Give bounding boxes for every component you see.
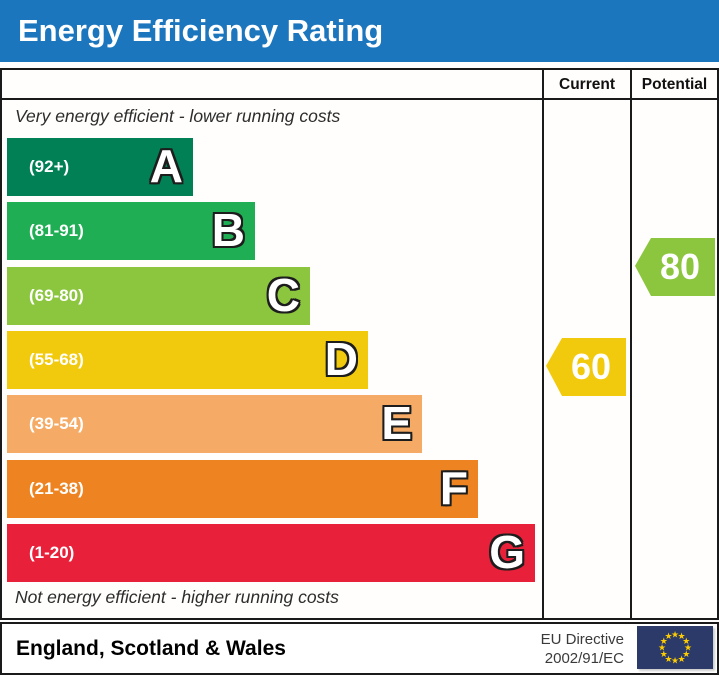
eu-flag-star-icon: ★ — [670, 629, 680, 639]
band-range-label: (39-54) — [29, 414, 84, 433]
rating-band-E: (39-54) E — [7, 395, 422, 453]
rating-band-C: (69-80) C — [7, 267, 310, 325]
band-range-label: (69-80) — [29, 286, 84, 305]
eu-flag-star-icon: ★ — [659, 648, 668, 659]
band-letter: B — [211, 204, 245, 257]
potential-column-header: Potential — [641, 76, 708, 93]
band-letter: D — [324, 333, 358, 386]
band-letter: G — [489, 526, 525, 579]
rating-band-D: (55-68) D — [7, 331, 368, 389]
rating-band-B: (81-91) B — [7, 202, 255, 260]
footer: England, Scotland & Wales EU Directive 2… — [0, 622, 719, 675]
band-range-label: (55-68) — [29, 350, 84, 369]
eu-flag-star-icon: ★ — [677, 630, 686, 641]
eu-flag-star-icon: ★ — [670, 655, 680, 665]
region-label: England, Scotland & Wales — [16, 636, 286, 660]
current-rating-marker: 60 — [546, 338, 626, 396]
band-letter: F — [439, 462, 468, 515]
eu-flag-star-icon: ★ — [659, 635, 668, 646]
eu-flag-icon: ★ ★ ★ ★ ★ ★ ★ ★ ★ ★ ★ ★ — [637, 626, 713, 669]
rating-band-G: (1-20) G — [7, 524, 535, 582]
band-range-label: (21-38) — [29, 479, 84, 498]
eu-flag-star-icon: ★ — [683, 642, 693, 652]
eu-flag-star-icon: ★ — [682, 648, 691, 659]
eu-flag-star-icon: ★ — [657, 642, 667, 652]
band-range-label: (1-20) — [29, 543, 75, 562]
eu-flag-star-icon: ★ — [664, 653, 673, 664]
band-range-label: (92+) — [29, 157, 70, 176]
eu-directive-label: EU Directive 2002/91/EC — [541, 630, 624, 668]
current-column-divider — [542, 70, 544, 618]
eu-directive-line2: 2002/91/EC — [544, 649, 624, 667]
eu-flag-star-icon: ★ — [664, 630, 673, 641]
header-divider — [2, 98, 717, 100]
energy-rating-chart: Current Potential Very energy efficient … — [0, 68, 719, 620]
rating-band-A: (92+) A — [7, 138, 193, 196]
top-note: Very energy efficient - lower running co… — [15, 106, 341, 126]
potential-column-divider — [630, 70, 632, 618]
current-column-header: Current — [559, 76, 615, 93]
band-letter: A — [149, 140, 183, 193]
title-bar: Energy Efficiency Rating — [0, 0, 719, 62]
band-range-label: (81-91) — [29, 221, 84, 240]
band-letter: E — [381, 397, 412, 450]
rating-band-F: (21-38) F — [7, 460, 478, 518]
potential-rating-marker: 80 — [635, 238, 715, 296]
bottom-note: Not energy efficient - higher running co… — [15, 587, 339, 607]
band-letter: C — [266, 269, 300, 322]
eu-flag-star-icon: ★ — [682, 635, 691, 646]
page-title: Energy Efficiency Rating — [18, 13, 384, 48]
eu-directive-line1: EU Directive — [540, 630, 624, 648]
eu-flag-star-icon: ★ — [677, 653, 686, 664]
